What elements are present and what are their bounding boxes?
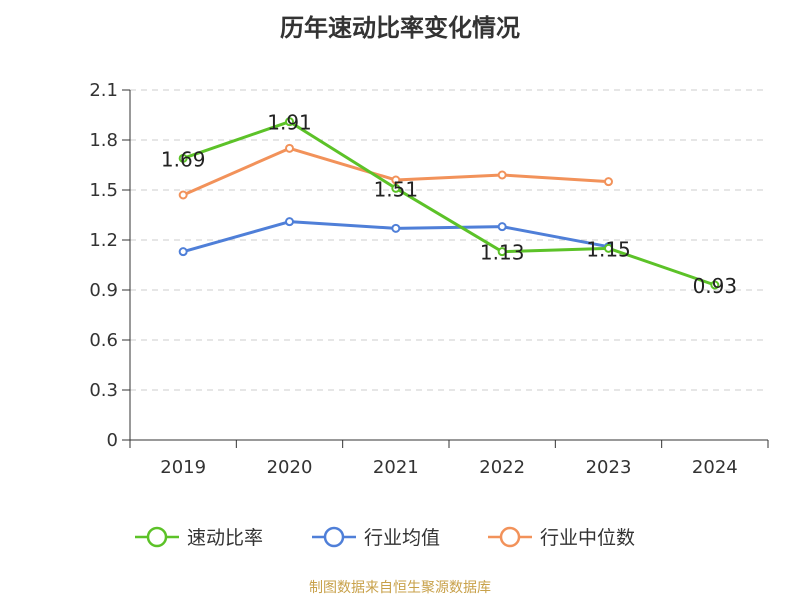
data-point: [497, 222, 507, 232]
chart-title: 历年速动比率变化情况: [280, 14, 520, 42]
y-tick-label: 1.5: [89, 180, 118, 201]
series-line-0: [182, 120, 716, 287]
y-tick-label: 1.8: [89, 130, 118, 151]
x-tick-label: 2019: [160, 457, 206, 478]
x-tick-label: 2020: [267, 457, 313, 478]
x-tick-label: 2021: [373, 457, 419, 478]
legend-label: 行业均值: [364, 527, 440, 549]
legend-label: 速动比率: [187, 527, 263, 549]
data-point: [178, 153, 188, 163]
y-tick-label: 0: [107, 430, 118, 451]
x-tick-label: 2022: [479, 457, 525, 478]
data-point: [391, 223, 401, 233]
data-label: 1.51: [374, 177, 419, 201]
data-label: 1.15: [586, 237, 631, 261]
data-label: 1.13: [480, 241, 525, 265]
data-label: 1.69: [161, 147, 206, 171]
data-point: [178, 247, 188, 257]
data-point: [604, 243, 613, 253]
data-point: [497, 247, 507, 257]
legend-marker: [323, 526, 345, 548]
legend-label: 行业中位数: [540, 527, 635, 549]
x-tick-label: 2023: [586, 457, 632, 478]
data-label: 1.91: [267, 111, 312, 135]
y-tick-label: 1.2: [89, 230, 118, 251]
data-point: [497, 170, 507, 180]
legend-marker: [146, 526, 168, 548]
data-point: [710, 280, 720, 290]
data-point: [604, 177, 613, 187]
data-point: [285, 143, 294, 153]
x-tick-label: 2024: [692, 457, 738, 478]
y-tick-label: 0.9: [89, 280, 118, 301]
data-point: [178, 190, 188, 200]
data-point: [391, 175, 401, 185]
y-tick-label: 0.3: [89, 380, 118, 401]
data-point: [285, 117, 294, 127]
y-tick-label: 0.6: [89, 330, 118, 351]
source-note: 制图数据来自恒生聚源数据库: [309, 580, 491, 596]
y-tick-label: 2.1: [89, 80, 118, 101]
data-point: [391, 183, 401, 193]
data-label: 0.93: [693, 274, 738, 298]
data-point: [285, 217, 294, 227]
legend-marker: [499, 526, 521, 548]
